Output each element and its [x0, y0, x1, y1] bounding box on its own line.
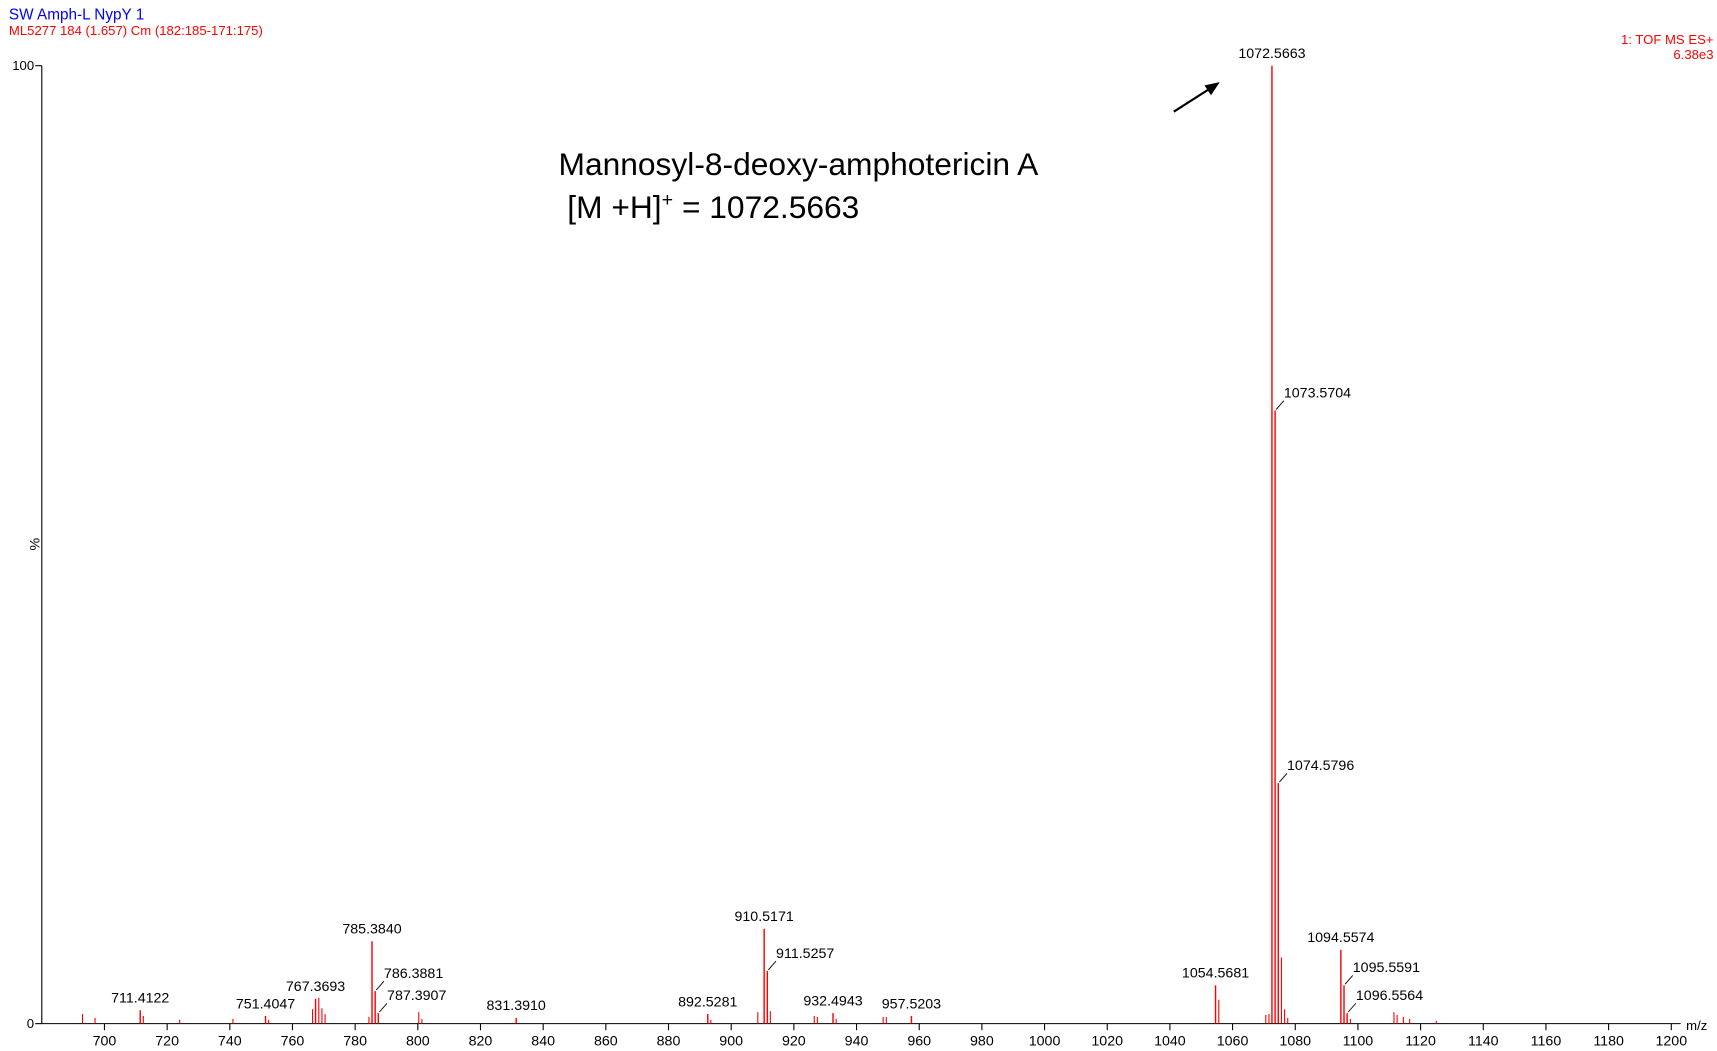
x-tick-label: 960	[907, 1034, 931, 1050]
annotation-part: [M +H]	[567, 189, 661, 225]
label-leader	[1347, 1002, 1357, 1013]
peak-label: 785.3840	[342, 922, 401, 938]
peak-label: 1072.5663	[1238, 46, 1305, 62]
label-leader	[768, 960, 777, 971]
y-tick-label: 0	[27, 1016, 34, 1031]
x-tick-label: 1180	[1593, 1034, 1624, 1050]
peak-label: 1054.5681	[1182, 966, 1249, 982]
x-tick-label: 1060	[1217, 1034, 1249, 1050]
peak-label: 1096.5564	[1356, 988, 1423, 1004]
x-tick-label: 1100	[1343, 1034, 1374, 1050]
x-tick-label: 800	[406, 1034, 430, 1050]
x-tick-label: 940	[845, 1034, 869, 1050]
peak-label: 787.3907	[387, 988, 446, 1004]
annotation-arrow	[1173, 85, 1214, 113]
x-tick-label: 900	[719, 1034, 743, 1050]
x-tick-label: 820	[469, 1034, 493, 1050]
chart-subtitle: ML5277 184 (1.657) Cm (182:185-171:175)	[9, 23, 263, 38]
x-tick-label: 1020	[1091, 1034, 1123, 1050]
peak-label: 957.5203	[882, 996, 941, 1012]
y-tick-label: 100	[12, 58, 34, 73]
x-tick-label: 1160	[1531, 1034, 1562, 1050]
peak-label: 751.4047	[236, 996, 295, 1012]
mode-label: 1: TOF MS ES+	[1621, 32, 1714, 47]
annotation-arrowhead	[1204, 82, 1220, 96]
label-leader	[379, 1002, 388, 1013]
x-tick-label: 720	[155, 1034, 179, 1050]
x-axis-label: m/z	[1686, 1018, 1707, 1033]
annotation-line: Mannosyl-8-deoxy-amphotericin A	[559, 146, 1040, 182]
peak-label: 910.5171	[734, 909, 793, 925]
x-tick-label: 880	[657, 1034, 681, 1050]
peak-label: 831.3910	[487, 998, 546, 1014]
peak-label: 767.3693	[286, 979, 345, 995]
peak-label: 932.4943	[803, 993, 862, 1009]
peak-label: 1094.5574	[1307, 930, 1374, 946]
x-tick-label: 840	[531, 1034, 555, 1050]
chart-title: SW Amph-L NypY 1	[9, 7, 144, 24]
x-tick-label: 1040	[1154, 1034, 1186, 1050]
x-tick-label: 980	[970, 1034, 994, 1050]
x-tick-label: 1140	[1468, 1034, 1499, 1050]
annotation-part: = 1072.5663	[673, 189, 859, 225]
peak-label: 911.5257	[776, 946, 834, 962]
x-tick-label: 780	[343, 1034, 367, 1050]
x-tick-label: 700	[93, 1034, 117, 1050]
peak-label: 1095.5591	[1353, 960, 1420, 976]
y-axis-label: %	[28, 537, 44, 550]
label-leader	[1275, 400, 1285, 410]
x-tick-label: 1200	[1655, 1034, 1687, 1050]
peak-label: 711.4122	[111, 991, 169, 1007]
x-tick-label: 920	[782, 1034, 806, 1050]
label-leader	[1279, 773, 1288, 783]
x-tick-label: 860	[594, 1034, 618, 1050]
x-tick-label: 1080	[1279, 1034, 1311, 1050]
peak-label: 786.3881	[384, 966, 443, 982]
annotation-line: [M +H]+ = 1072.5663	[567, 189, 859, 225]
x-tick-label: 740	[218, 1034, 242, 1050]
peak-label: 1073.5704	[1284, 385, 1351, 401]
peak-label: 1074.5796	[1287, 758, 1354, 774]
annotation-sup: +	[662, 189, 674, 211]
x-tick-label: 1000	[1029, 1034, 1061, 1050]
label-leader	[375, 980, 385, 991]
x-tick-label: 1120	[1405, 1034, 1436, 1050]
label-leader	[1344, 975, 1354, 985]
x-tick-label: 760	[281, 1034, 305, 1050]
peak-label: 892.5281	[678, 994, 737, 1010]
scale-label: 6.38e3	[1673, 47, 1713, 62]
